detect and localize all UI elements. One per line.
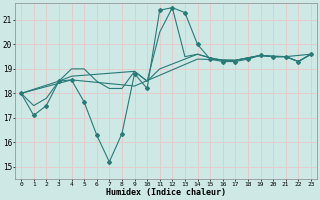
- X-axis label: Humidex (Indice chaleur): Humidex (Indice chaleur): [106, 188, 226, 197]
